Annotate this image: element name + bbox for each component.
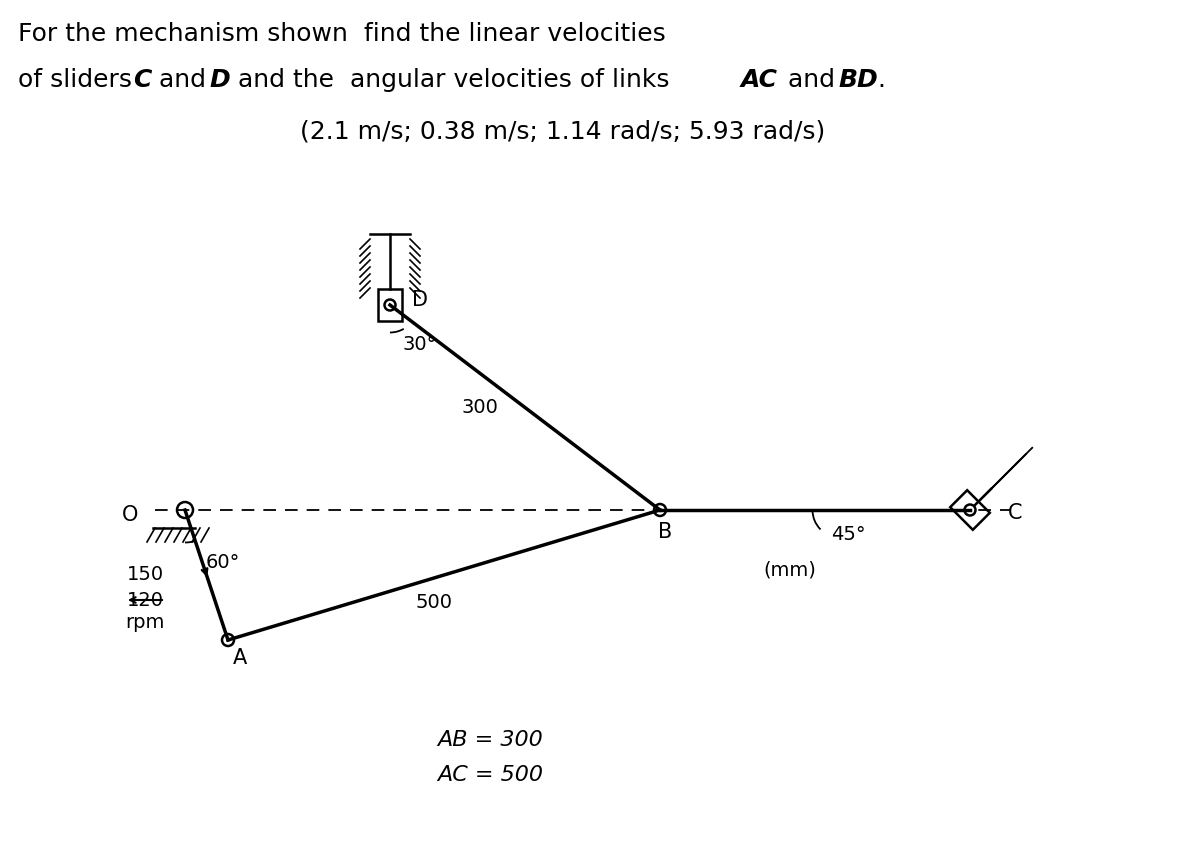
Text: and: and [780,68,842,92]
Text: 500: 500 [415,593,452,612]
Text: AB = 300: AB = 300 [437,730,542,750]
Text: 150: 150 [126,566,163,585]
Text: C: C [133,68,151,92]
Text: BD: BD [838,68,877,92]
Text: rpm: rpm [125,612,164,631]
Text: AC = 500: AC = 500 [437,765,542,785]
Text: A: A [233,648,247,668]
Text: C: C [1008,503,1022,523]
Text: B: B [658,522,672,542]
Text: 300: 300 [462,398,498,417]
Text: and the  angular velocities of links: and the angular velocities of links [230,68,678,92]
Text: (2.1 m/s; 0.38 m/s; 1.14 rad/s; 5.93 rad/s): (2.1 m/s; 0.38 m/s; 1.14 rad/s; 5.93 rad… [300,120,826,144]
Text: 30°: 30° [403,335,437,354]
Text: 60°: 60° [206,552,240,572]
Text: .: . [877,68,886,92]
Text: AC: AC [742,68,778,92]
Text: 45°: 45° [830,525,865,544]
Text: and: and [151,68,214,92]
Text: D: D [412,290,428,310]
Text: O: O [122,505,138,525]
Text: For the mechanism shown  find the linear velocities: For the mechanism shown find the linear … [18,22,666,46]
Text: 120: 120 [126,591,163,610]
Text: (mm): (mm) [763,561,816,580]
Text: D: D [209,68,229,92]
Text: of sliders: of sliders [18,68,140,92]
